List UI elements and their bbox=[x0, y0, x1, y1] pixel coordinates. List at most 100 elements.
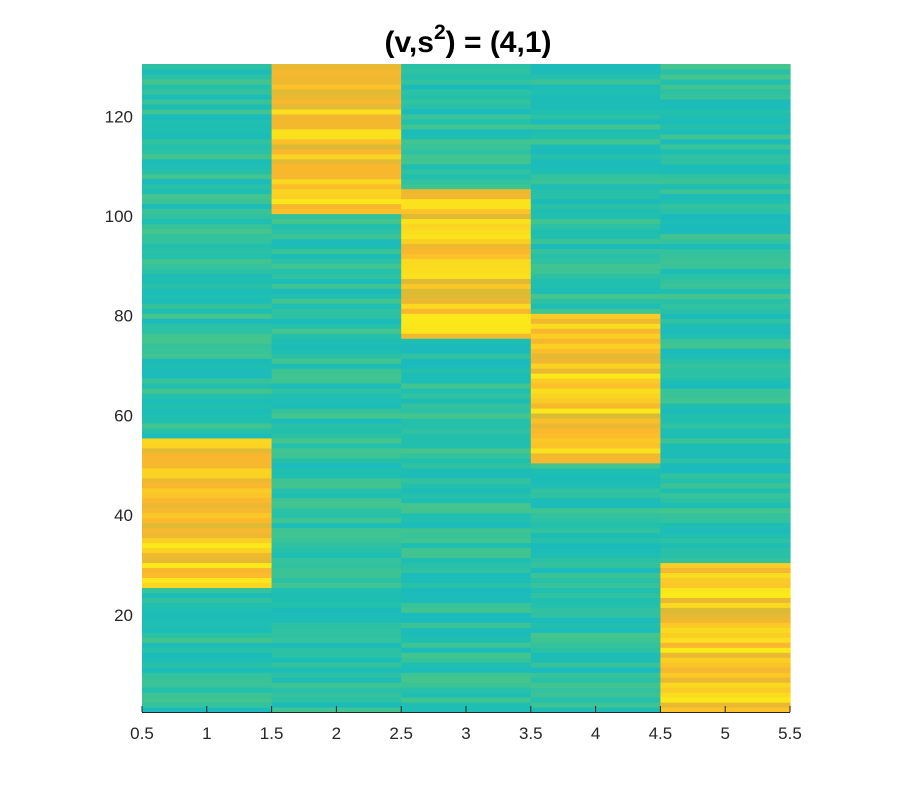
heatmap-cell bbox=[142, 487, 273, 494]
heatmap-cell bbox=[660, 397, 791, 404]
heatmap-cell bbox=[660, 672, 791, 678]
heatmap-cell bbox=[660, 502, 791, 509]
heatmap-cell bbox=[271, 652, 402, 658]
heatmap-cell bbox=[401, 642, 532, 648]
heatmap-cell bbox=[271, 178, 402, 185]
heatmap-cell bbox=[271, 93, 402, 100]
heatmap-cell bbox=[142, 417, 273, 424]
heatmap-cell bbox=[530, 178, 661, 185]
heatmap-cell bbox=[271, 223, 402, 230]
x-tick-label: 2 bbox=[332, 724, 341, 743]
x-tick-label: 3 bbox=[461, 724, 470, 743]
heatmap-cell bbox=[660, 587, 791, 593]
heatmap-cell bbox=[271, 607, 402, 613]
heatmap-cell bbox=[660, 188, 791, 195]
heatmap-cell bbox=[401, 183, 532, 190]
heatmap-cell bbox=[401, 353, 532, 359]
chart-title-main: (v,s bbox=[384, 26, 433, 59]
heatmap-cell bbox=[401, 547, 532, 554]
heatmap-cell bbox=[401, 208, 532, 215]
heatmap-cell bbox=[271, 492, 402, 499]
heatmap-cell bbox=[271, 248, 402, 255]
heatmap-cell bbox=[530, 83, 661, 90]
heatmap-cell bbox=[660, 617, 791, 623]
heatmap-cell bbox=[530, 482, 661, 489]
chart-title: (v,s2) = (4,1) bbox=[384, 21, 551, 59]
heatmap-cell bbox=[660, 462, 791, 469]
heatmap-cell bbox=[142, 522, 273, 529]
heatmap-cell bbox=[530, 657, 661, 663]
heatmap-cell bbox=[142, 517, 273, 524]
heatmap-cell bbox=[530, 487, 661, 494]
heatmap-cell bbox=[271, 118, 402, 125]
heatmap-cell bbox=[142, 542, 273, 549]
heatmap-cell bbox=[271, 363, 402, 369]
heatmap-cell bbox=[530, 607, 661, 613]
heatmap-cell bbox=[660, 482, 791, 489]
heatmap-cell bbox=[142, 682, 273, 688]
heatmap-cell bbox=[660, 353, 791, 359]
heatmap-cell bbox=[530, 138, 661, 145]
heatmap-cell bbox=[660, 318, 791, 324]
heatmap-cell bbox=[401, 373, 532, 379]
heatmap-cell bbox=[271, 647, 402, 653]
heatmap-cell bbox=[530, 218, 661, 225]
heatmap-cell bbox=[271, 442, 402, 449]
heatmap-cell bbox=[401, 637, 532, 643]
heatmap-cell bbox=[271, 577, 402, 583]
heatmap-cell bbox=[142, 213, 273, 220]
heatmap-cell bbox=[401, 682, 532, 688]
heatmap-cell bbox=[401, 303, 532, 309]
heatmap-cell bbox=[660, 697, 791, 703]
heatmap-cell bbox=[660, 627, 791, 633]
heatmap-cell bbox=[401, 243, 532, 250]
heatmap-cell bbox=[142, 278, 273, 284]
heatmap-cell bbox=[401, 422, 532, 429]
heatmap-cell bbox=[401, 253, 532, 259]
heatmap-cell bbox=[530, 432, 661, 439]
heatmap-cell bbox=[530, 507, 661, 514]
heatmap-cell bbox=[401, 447, 532, 454]
heatmap-cell bbox=[530, 687, 661, 693]
heatmap-cell bbox=[660, 103, 791, 110]
heatmap-cell bbox=[271, 657, 402, 663]
y-tick-label: 100 bbox=[105, 207, 133, 226]
heatmap-cell bbox=[660, 597, 791, 603]
heatmap-cell bbox=[660, 64, 791, 70]
heatmap-cell bbox=[271, 532, 402, 539]
heatmap-cell bbox=[401, 407, 532, 414]
heatmap-cell bbox=[660, 422, 791, 429]
heatmap-cell bbox=[271, 123, 402, 130]
heatmap-cell bbox=[401, 457, 532, 464]
heatmap-cell bbox=[271, 407, 402, 414]
heatmap-cell bbox=[530, 492, 661, 499]
heatmap-cell bbox=[271, 148, 402, 155]
heatmap-cell bbox=[271, 258, 402, 264]
heatmap-cell bbox=[530, 617, 661, 623]
heatmap-cell bbox=[660, 258, 791, 264]
heatmap-cell bbox=[271, 662, 402, 668]
heatmap-cell bbox=[530, 228, 661, 235]
heatmap-cell bbox=[142, 253, 273, 259]
heatmap-cell bbox=[142, 407, 273, 414]
heatmap-cell bbox=[530, 158, 661, 165]
heatmap-cell bbox=[530, 263, 661, 269]
heatmap-cell bbox=[271, 238, 402, 245]
y-tick-label: 120 bbox=[105, 107, 133, 126]
heatmap-cell bbox=[271, 273, 402, 279]
heatmap-cell bbox=[142, 263, 273, 269]
heatmap-cell bbox=[401, 467, 532, 474]
heatmap-cell bbox=[401, 687, 532, 693]
heatmap-cell bbox=[271, 253, 402, 259]
heatmap-cell bbox=[271, 193, 402, 200]
heatmap-cell bbox=[271, 627, 402, 633]
heatmap-cell bbox=[530, 417, 661, 424]
heatmap-cell bbox=[401, 397, 532, 404]
heatmap-cell bbox=[271, 128, 402, 135]
heatmap-cell bbox=[271, 392, 402, 399]
y-tick-label: 80 bbox=[114, 307, 133, 326]
heatmap-cell bbox=[401, 138, 532, 145]
heatmap-cell bbox=[401, 83, 532, 90]
heatmap-cell bbox=[660, 417, 791, 424]
heatmap-cell bbox=[530, 328, 661, 334]
